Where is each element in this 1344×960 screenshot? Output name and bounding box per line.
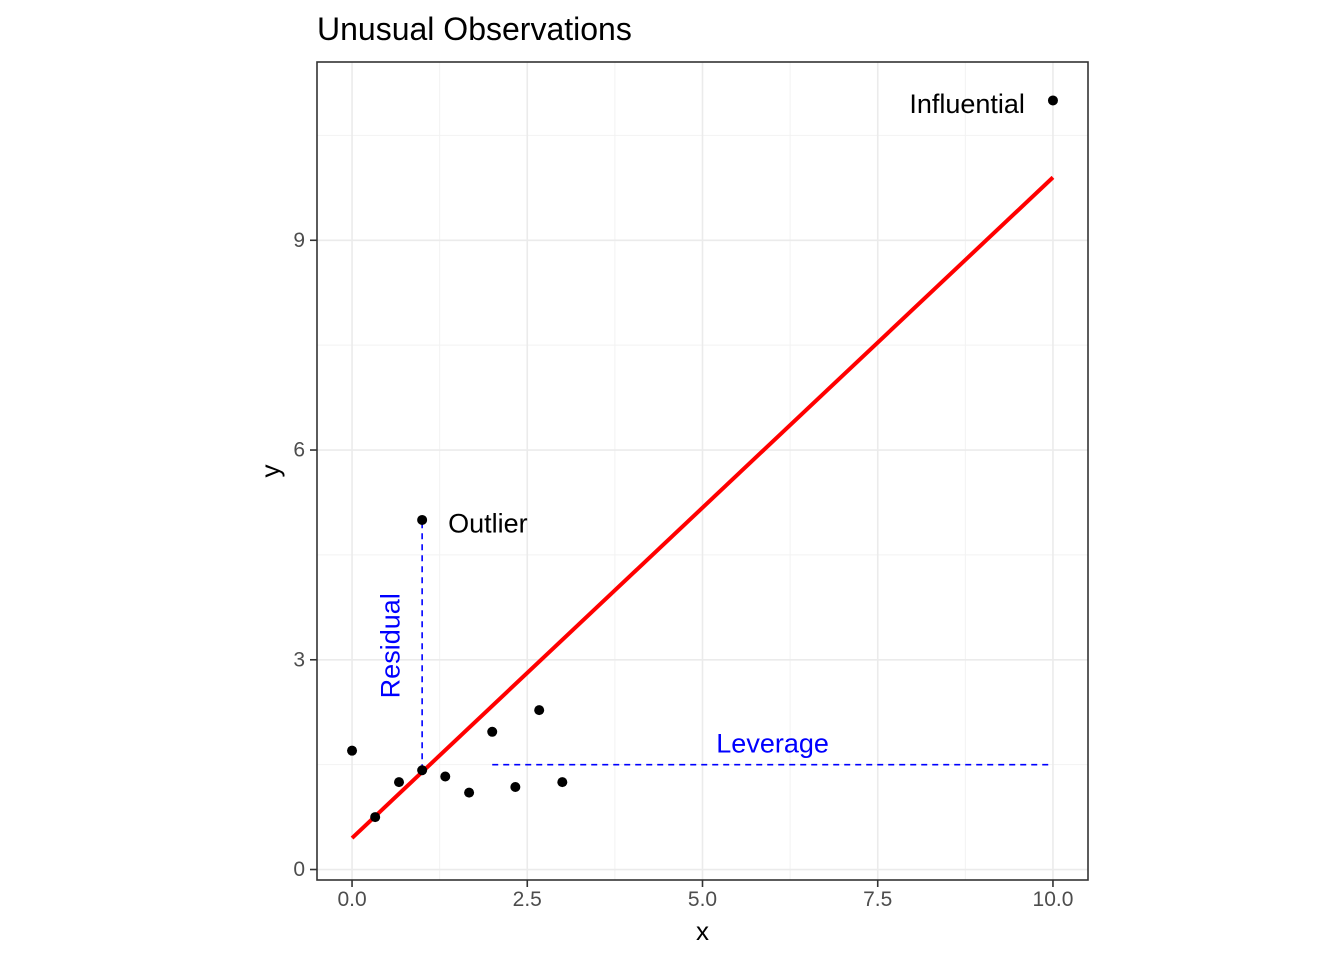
data-point (464, 787, 475, 798)
data-point (487, 726, 498, 737)
annotation-leverage: Leverage (716, 729, 829, 759)
x-tick-label: 5.0 (688, 888, 717, 911)
annotation-influential: Influential (909, 89, 1025, 119)
data-point (1047, 95, 1058, 106)
points (347, 95, 1058, 823)
data-point (417, 514, 428, 525)
data-point (534, 705, 545, 716)
annotation-residual: Residual (376, 593, 406, 698)
y-axis: 0 3 6 9 (293, 229, 317, 881)
data-point (347, 745, 358, 756)
y-tick-label: 0 (293, 858, 305, 881)
x-tick-label: 2.5 (513, 888, 542, 911)
annotation-outlier: Outlier (448, 508, 528, 538)
y-tick-label: 9 (293, 229, 305, 252)
x-axis-title: x (696, 916, 709, 946)
grid (317, 62, 1088, 880)
data-point (510, 782, 521, 793)
x-tick-label: 0.0 (337, 888, 366, 911)
data-point (370, 812, 381, 823)
data-point (557, 777, 568, 788)
x-tick-label: 10.0 (1033, 888, 1074, 911)
chart-title: Unusual Observations (317, 11, 632, 47)
data-point (440, 771, 451, 782)
y-tick-label: 3 (293, 648, 305, 671)
x-axis: 0.0 2.5 5.0 7.5 10.0 (337, 880, 1073, 911)
annotations: Outlier Influential Residual Leverage (376, 89, 1025, 759)
data-point (394, 777, 405, 788)
data-point (417, 765, 428, 776)
y-axis-title: y (255, 465, 285, 478)
y-tick-label: 6 (293, 439, 305, 462)
x-tick-label: 7.5 (863, 888, 892, 911)
fit-line (350, 175, 1055, 840)
